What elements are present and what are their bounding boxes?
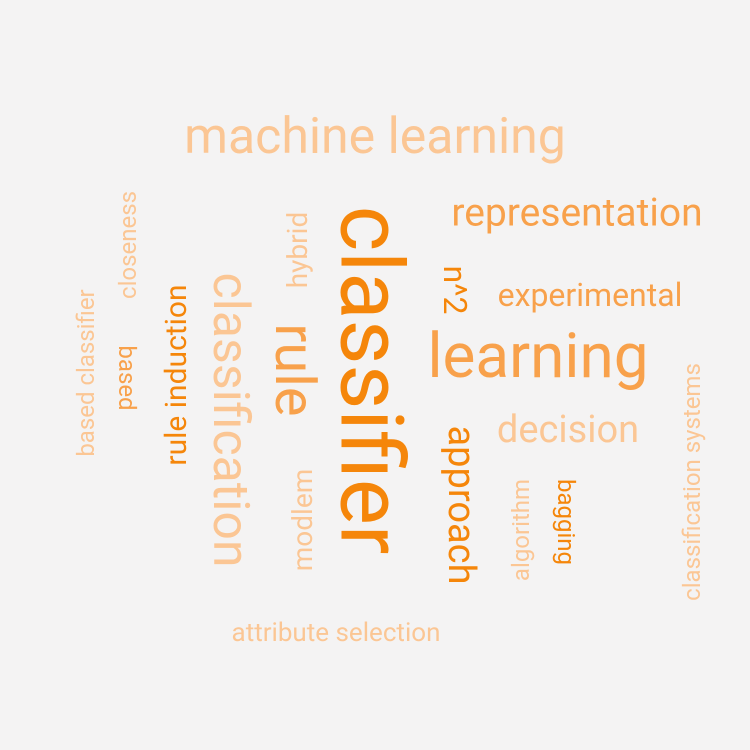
word-hybrid: hybrid	[281, 211, 314, 289]
word-rule: rule	[262, 323, 328, 417]
word-rule-induction: rule induction	[159, 284, 194, 466]
word-decision: decision	[496, 408, 640, 452]
word-bagging: bagging	[552, 478, 580, 566]
word-based: based	[113, 345, 141, 411]
word-attribute-selection: attribute selection	[231, 618, 441, 648]
word-closeness: closeness	[114, 191, 142, 299]
word-learning: learning	[427, 320, 649, 393]
word-n-squared: n^2	[436, 265, 474, 315]
word-approach: approach	[439, 425, 483, 585]
word-classifier: classifier	[319, 205, 422, 555]
word-machine-learning: machine learning	[184, 108, 566, 166]
word-representation: representation	[451, 189, 703, 236]
word-based-classifier: based classifier	[72, 289, 100, 457]
word-modlem: modlem	[286, 468, 319, 572]
word-classification-systems: classification systems	[678, 363, 706, 601]
word-classification: classification	[201, 272, 259, 568]
word-experimental: experimental	[497, 276, 683, 314]
word-algorithm: algorithm	[507, 478, 535, 582]
